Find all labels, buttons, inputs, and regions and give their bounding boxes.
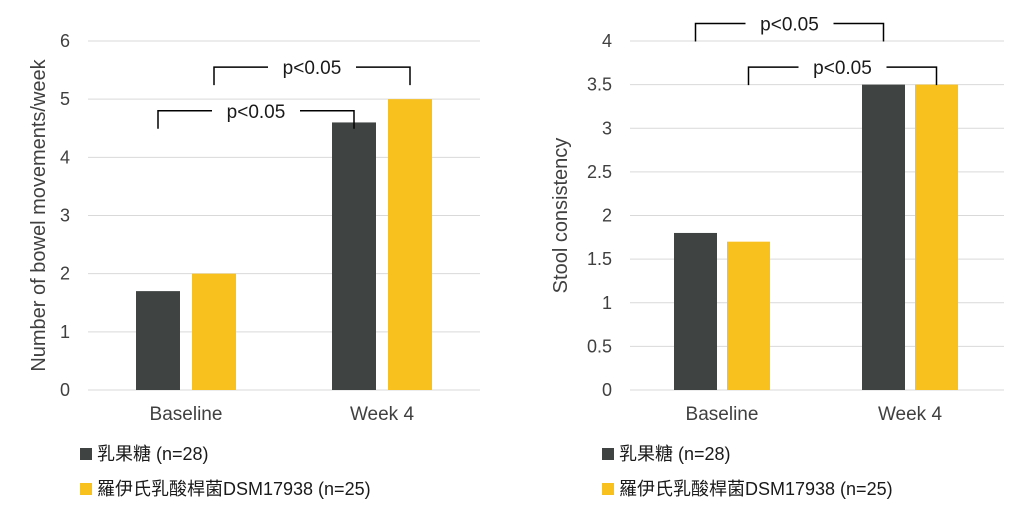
chart-2: 0 0.5 1 1.5 2 2.5 3 3.5 4 Stool consistency Baseli… [550,15,1004,499]
category-label: Week 4 [878,404,943,425]
legend-label: 羅伊氏乳酸桿菌DSM17938 (n=25) [619,479,893,499]
y-tick-label: 1 [60,322,70,342]
y-axis-label: Number of bowel movements/week [28,58,50,371]
legend-label: 羅伊氏乳酸桿菌DSM17938 (n=25) [97,479,371,499]
legend-label: 乳果糖 (n=28) [97,444,209,464]
y-tick-label: 2 [602,206,612,226]
y-tick-label: 3 [60,206,70,226]
y-tick-label: 3 [602,118,612,138]
p-value-label: p<0.05 [760,15,819,36]
p-value-label: p<0.05 [283,58,342,79]
significance-bracket [694,22,885,42]
significance-bracket [747,66,938,86]
bar-1-2 [332,122,376,390]
bar-2-2 [915,84,958,390]
y-tick-label: 0 [602,380,612,400]
bar-2-1 [192,273,236,390]
y-tick-label: 2.5 [587,162,612,182]
legend-swatch [602,448,614,460]
y-tick-label: 0.5 [587,336,612,356]
category-label: Baseline [686,404,759,425]
y-axis-label: Stool consistency [550,138,572,294]
p-value-label: p<0.05 [227,102,286,123]
y-tick-label: 1.5 [587,249,612,269]
y-tick-label: 3.5 [587,75,612,95]
legend-swatch [80,483,92,495]
y-tick-label: 4 [60,147,70,167]
bar-2-1 [727,241,770,390]
y-tick-label: 5 [60,89,70,109]
significance-bracket [213,66,411,86]
legend-swatch [602,483,614,495]
chart-1: 0 1 2 3 4 5 6 Number of bowel movements/week Bas… [28,31,480,499]
category-label: Week 4 [350,404,415,425]
legend-label: 乳果糖 (n=28) [619,444,731,464]
y-tick-label: 6 [60,31,70,51]
bar-1-1 [674,232,717,390]
y-tick-label: 4 [602,31,612,51]
legend-swatch [80,448,92,460]
bar-1-2 [862,84,905,390]
category-label: Baseline [150,404,223,425]
y-tick-label: 2 [60,264,70,284]
bar-1-1 [136,291,180,390]
y-tick-label: 0 [60,380,70,400]
significance-bracket [157,110,355,129]
bar-2-2 [388,99,432,391]
y-tick-label: 1 [602,293,612,313]
p-value-label: p<0.05 [813,58,872,79]
